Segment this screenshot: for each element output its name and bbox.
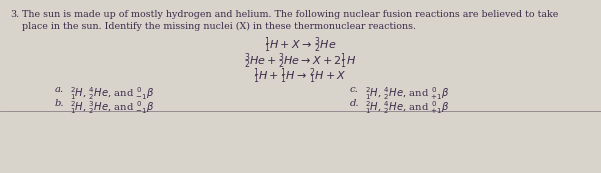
Text: $^{2}_{1}H$, $^{3}_{2}He$, and $^{\,0}_{-1}\beta$: $^{2}_{1}H$, $^{3}_{2}He$, and $^{\,0}_{… [70, 99, 154, 116]
Text: $^{2}_{1}H$, $^{4}_{2}He$, and $^{\,0}_{+1}\beta$: $^{2}_{1}H$, $^{4}_{2}He$, and $^{\,0}_{… [365, 99, 450, 116]
Text: $^{1}_{1}H + ^{1}_{1}H \rightarrow\, ^{2}_{1}H + X$: $^{1}_{1}H + ^{1}_{1}H \rightarrow\, ^{2… [253, 66, 347, 86]
Text: $^{1}_{1}H + X \rightarrow\, ^{3}_{2}He$: $^{1}_{1}H + X \rightarrow\, ^{3}_{2}He$ [264, 35, 337, 55]
Text: $^{2}_{1}H$, $^{4}_{2}He$, and $^{\,0}_{-1}\beta$: $^{2}_{1}H$, $^{4}_{2}He$, and $^{\,0}_{… [70, 85, 154, 102]
Text: b.: b. [55, 99, 64, 108]
Text: d.: d. [350, 99, 359, 108]
Text: 3.: 3. [10, 10, 19, 19]
Text: c.: c. [350, 85, 359, 94]
Text: The sun is made up of mostly hydrogen and helium. The following nuclear fusion r: The sun is made up of mostly hydrogen an… [22, 10, 558, 19]
Text: place in the sun. Identify the missing nuclei (X) in these thermonuclear reactio: place in the sun. Identify the missing n… [22, 22, 416, 31]
Text: $^{2}_{1}H$, $^{4}_{2}He$, and $^{\,0}_{+1}\beta$: $^{2}_{1}H$, $^{4}_{2}He$, and $^{\,0}_{… [365, 85, 450, 102]
Text: $^{3}_{2}He + ^{3}_{2}He \rightarrow X + 2^{1}_{1}H$: $^{3}_{2}He + ^{3}_{2}He \rightarrow X +… [244, 51, 356, 71]
Text: a.: a. [55, 85, 64, 94]
